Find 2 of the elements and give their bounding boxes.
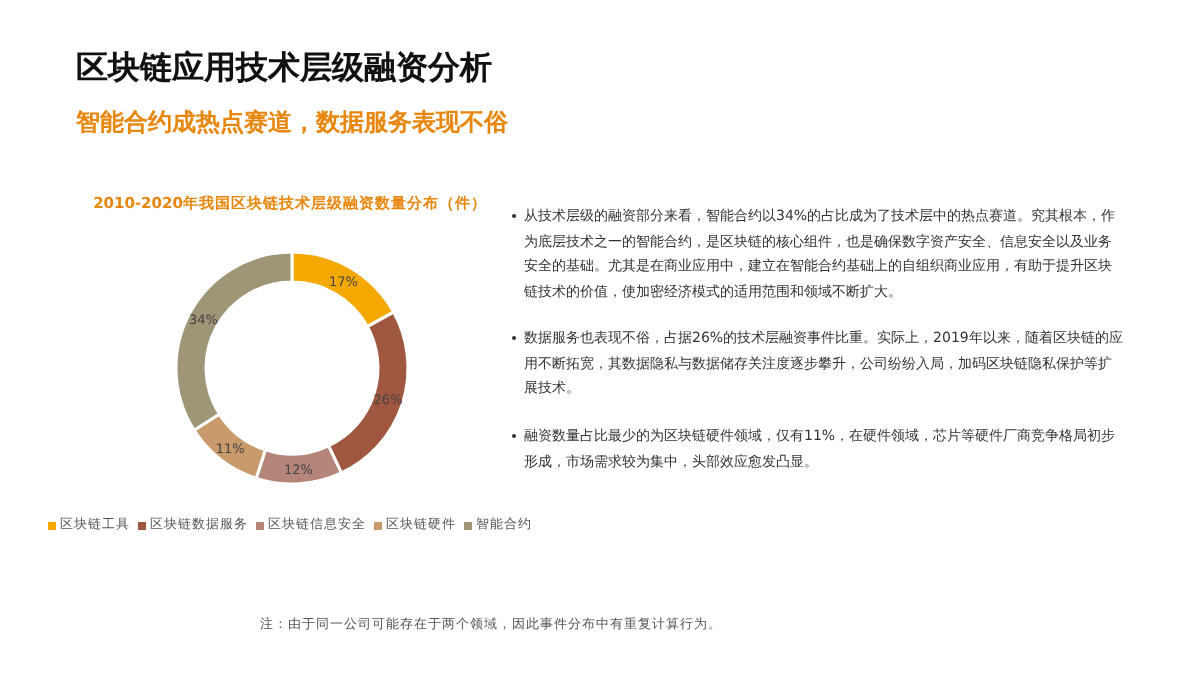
subtitle: 智能合约成热点赛道，数据服务表现不俗 (76, 106, 508, 140)
title: 区块链应用技术层级融资分析 (76, 48, 492, 90)
